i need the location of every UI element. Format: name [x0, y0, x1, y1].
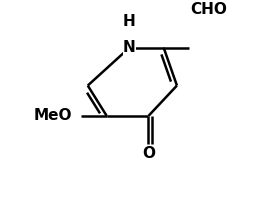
Text: H: H: [123, 14, 136, 29]
Text: CHO: CHO: [190, 2, 227, 17]
Text: MeO: MeO: [34, 108, 73, 123]
Text: N: N: [123, 40, 136, 55]
Text: O: O: [142, 146, 155, 161]
